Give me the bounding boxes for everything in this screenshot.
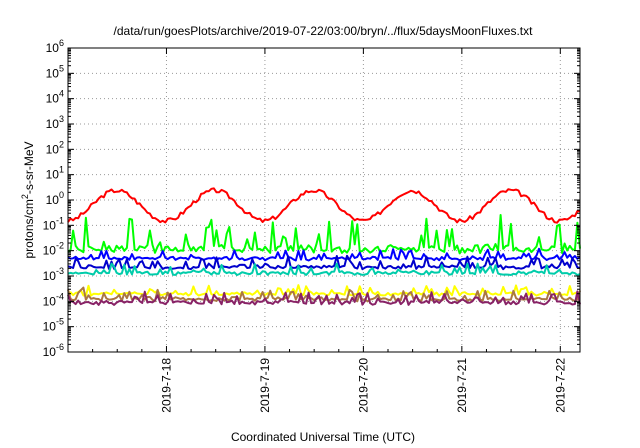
series-line-5: [67, 284, 581, 297]
y-tick-label: 102: [46, 139, 64, 156]
y-tick-label: 10-6: [43, 342, 64, 359]
x-tick-label: 2019-7-22: [553, 358, 567, 413]
x-tick-label: 2019-7-18: [159, 358, 173, 413]
y-tick-label: 105: [46, 63, 64, 80]
y-tick-label: 104: [46, 89, 64, 106]
y-tick-label: 10-3: [43, 266, 64, 283]
y-tick-label: 100: [46, 190, 64, 207]
y-tick-label: 101: [46, 165, 64, 182]
y-axis-label-main: protons/cm: [22, 199, 36, 258]
series-line-4: [67, 262, 581, 276]
x-tick-label: 2019-7-19: [258, 358, 272, 413]
y-tick-label: 10-2: [43, 241, 64, 258]
chart-title: /data/run/goesPlots/archive/2019-07-22/0…: [114, 24, 534, 38]
grid: [68, 48, 580, 352]
x-tick-label: 2019-7-21: [455, 358, 469, 413]
y-axis: 10-6 10-5 10-4 10-3 10-2 10-1 100 101 102 103 104 1…: [43, 38, 580, 359]
series-line-7: [67, 290, 581, 306]
y-tick-label: 10-5: [43, 317, 64, 334]
series-line-1: [67, 214, 581, 255]
y-tick-label: 106: [46, 38, 64, 55]
series-line-0: [67, 187, 581, 224]
y-tick-label: 10-1: [43, 215, 64, 232]
y-axis-label: protons/cm2-s-sr-MeV: [20, 141, 36, 258]
y-tick-label: 103: [46, 114, 64, 131]
x-axis-label: Coordinated Universal Time (UTC): [231, 430, 415, 444]
y-axis-label-rest: -s-sr-MeV: [22, 141, 36, 194]
x-axis: 2019-7-18 2019-7-19 2019-7-20 2019-7-21 2019…: [92, 48, 567, 413]
y-axis-label-sup: 2: [20, 194, 30, 199]
series-group: [67, 187, 581, 306]
y-tick-label: 10-4: [43, 291, 64, 308]
x-tick-label: 2019-7-20: [356, 358, 370, 413]
series-line-3: [67, 254, 581, 271]
